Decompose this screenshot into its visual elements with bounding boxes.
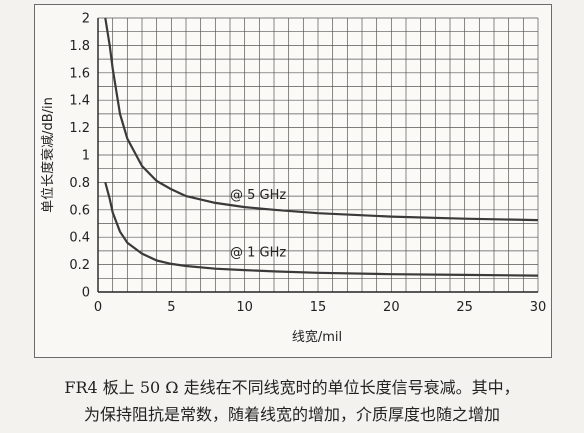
y-tick-label: 1.2	[69, 121, 90, 136]
y-axis-label: 单位长度衰减/dB/in	[40, 97, 56, 213]
annotation-label: @ 1 GHz	[230, 245, 286, 260]
caption-line-1: FR4 板上 50 Ω 走线在不同线宽时的单位长度信号衰减。其中，	[64, 378, 520, 397]
y-tick-label: 2	[82, 12, 90, 27]
y-tick-label: 0.2	[69, 258, 90, 273]
y-tick-label: 0.4	[69, 231, 90, 246]
y-tick-label: 1.8	[69, 39, 90, 54]
x-tick-label: 20	[383, 300, 400, 315]
annotations: @ 5 GHz @ 1 GHz	[230, 188, 286, 261]
grid	[97, 17, 539, 293]
y-tick-label: 0.8	[69, 176, 90, 191]
figure-caption: FR4 板上 50 Ω 走线在不同线宽时的单位长度信号衰减。其中， 为保持阻抗是…	[0, 374, 584, 428]
caption-line-2: 为保持阻抗是常数，随着线宽的增加，介质厚度也随之增加	[83, 405, 500, 424]
x-tick-label: 30	[530, 300, 547, 315]
x-tick-label: 0	[94, 300, 102, 315]
x-tick-label: 25	[456, 300, 473, 315]
x-tick-labels: 0 5 10 15 20 25 30	[94, 300, 546, 315]
attenuation-chart: 0 5 10 15 20 25 30 0 0.2 0.4 0.6 0.8 1 1.2 1.4 1.6 1.8 2…	[40, 12, 546, 346]
x-tick-label: 15	[310, 300, 327, 315]
y-tick-labels: 0 0.2 0.4 0.6 0.8 1 1.2 1.4 1.6 1.8 2	[69, 12, 90, 301]
y-tick-label: 1	[82, 149, 90, 164]
x-tick-label: 5	[167, 300, 175, 315]
annotation-label: @ 5 GHz	[230, 188, 286, 203]
y-tick-label: 1.4	[69, 94, 90, 109]
y-tick-label: 1.6	[69, 66, 90, 81]
y-tick-label: 0	[82, 286, 90, 301]
series-line	[104, 182, 539, 277]
x-axis-label: 线宽/mil	[292, 329, 342, 345]
x-tick-label: 10	[236, 300, 253, 315]
y-tick-label: 0.6	[69, 203, 90, 218]
series-lines	[104, 17, 539, 277]
series-line	[104, 17, 539, 222]
